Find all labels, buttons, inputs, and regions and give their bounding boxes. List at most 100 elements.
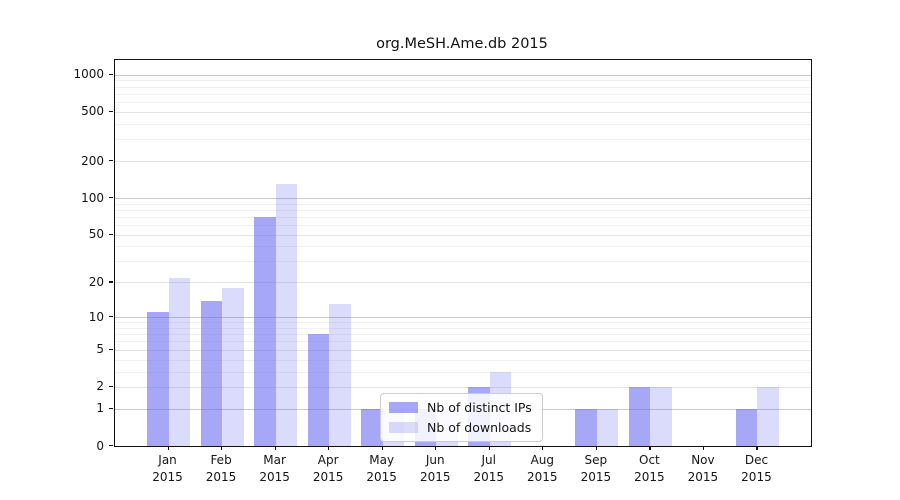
legend-label-distinct-ips: Nb of distinct IPs	[427, 400, 532, 415]
gridline-minor	[115, 139, 811, 141]
y-tick-mark	[109, 197, 113, 199]
y-tick-mark	[109, 160, 113, 162]
x-tick-mark	[595, 446, 598, 450]
x-tick-label: Aug 2015	[510, 452, 574, 487]
y-tick-mark	[109, 385, 113, 388]
bar-downloads	[329, 304, 351, 446]
bar-downloads	[222, 287, 244, 446]
gridline-minor	[115, 334, 811, 336]
gridline-1000	[115, 74, 811, 76]
x-tick-label: Mar 2015	[243, 452, 307, 487]
x-tick-label: Dec 2015	[724, 452, 788, 487]
month-label: Apr	[317, 453, 339, 467]
y-tick-label: 1000	[73, 67, 104, 82]
chart-legend: Nb of distinct IPs Nb of downloads	[380, 393, 543, 442]
gridline-50	[115, 234, 811, 236]
gridline-2	[115, 386, 811, 388]
x-tick-mark	[274, 446, 276, 450]
legend-row-downloads: Nb of downloads	[389, 420, 532, 435]
gridline-minor	[115, 341, 811, 343]
y-tick-label: 2	[96, 379, 104, 394]
x-tick-label: May 2015	[350, 452, 414, 487]
y-tick-mark	[109, 73, 113, 75]
gridline-minor	[115, 216, 811, 218]
gridline-minor	[115, 209, 811, 211]
y-tick-label: 50	[88, 227, 104, 242]
gridline-10	[115, 317, 811, 319]
gridline-minor	[115, 246, 811, 248]
year-label: 2015	[152, 470, 183, 485]
x-tick-label: Jul 2015	[457, 452, 521, 487]
month-label: Feb	[210, 453, 232, 467]
x-tick-mark	[649, 446, 651, 450]
gridline-minor	[115, 86, 811, 88]
year-label: 2015	[473, 470, 505, 485]
bar-distinct-ips	[361, 408, 383, 446]
y-tick-mark	[109, 281, 113, 283]
bar-distinct-ips	[628, 386, 651, 446]
x-tick-label: Sep 2015	[564, 452, 628, 487]
year-label: 2015	[419, 470, 451, 485]
gridline-20	[115, 282, 811, 284]
bar-distinct-ips	[307, 334, 330, 446]
gridline-100	[115, 198, 811, 200]
x-tick-mark	[488, 446, 490, 450]
gridline-minor	[115, 327, 811, 329]
y-tick-label: 100	[81, 190, 104, 205]
y-tick-label: 200	[81, 153, 104, 168]
gridline-minor	[115, 359, 811, 361]
gridline-minor	[115, 203, 811, 205]
gridline-minor	[115, 322, 811, 324]
y-tick-mark	[109, 348, 113, 350]
year-label: 2015	[366, 470, 397, 485]
x-tick-mark	[756, 446, 758, 450]
gridline-minor	[115, 102, 811, 104]
year-label: 2015	[527, 470, 558, 485]
legend-label-downloads: Nb of downloads	[427, 420, 532, 435]
gridline-minor	[115, 225, 811, 227]
y-tick-mark	[109, 110, 113, 113]
gridline-minor	[115, 93, 811, 95]
month-label: May	[369, 453, 395, 467]
month-label: Jul	[481, 453, 496, 467]
month-label: Aug	[530, 453, 555, 467]
gridline-200	[115, 161, 811, 163]
plot-area: Nb of distinct IPs Nb of downloads	[114, 59, 812, 447]
legend-swatch-distinct-ips	[389, 402, 418, 413]
year-label: 2015	[205, 470, 237, 485]
legend-row-distinct-ips: Nb of distinct IPs	[389, 400, 532, 415]
bar-downloads	[596, 408, 619, 446]
bar-downloads	[168, 277, 191, 446]
gridline-500	[115, 111, 811, 113]
bar-distinct-ips	[575, 408, 597, 446]
x-tick-mark	[542, 446, 544, 450]
bar-distinct-ips	[200, 300, 223, 446]
x-tick-mark	[167, 446, 169, 450]
x-tick-mark	[381, 446, 383, 450]
bar-downloads	[275, 184, 298, 446]
y-tick-mark	[109, 316, 113, 318]
legend-swatch-downloads	[389, 422, 418, 433]
year-label: 2015	[580, 470, 612, 485]
bar-distinct-ips	[735, 408, 758, 446]
month-label: Nov	[691, 453, 715, 467]
x-tick-mark	[328, 446, 330, 450]
x-tick-label: Apr 2015	[296, 452, 360, 487]
y-tick-label: 500	[81, 104, 104, 119]
year-label: 2015	[741, 470, 772, 485]
bar-distinct-ips	[147, 312, 169, 446]
gridline-5	[115, 349, 811, 351]
y-tick-mark	[109, 407, 113, 409]
y-tick-mark	[109, 445, 113, 447]
x-tick-label: Oct 2015	[617, 452, 681, 487]
gridline-minor	[115, 123, 811, 125]
month-label: Mar	[263, 453, 286, 467]
month-label: Sep	[584, 453, 608, 467]
bar-downloads	[650, 386, 672, 446]
bar-downloads	[757, 386, 779, 446]
x-tick-label: Nov 2015	[671, 452, 735, 487]
y-tick-label: 5	[96, 342, 104, 357]
gridline-minor	[115, 80, 811, 82]
y-tick-mark	[109, 233, 113, 235]
